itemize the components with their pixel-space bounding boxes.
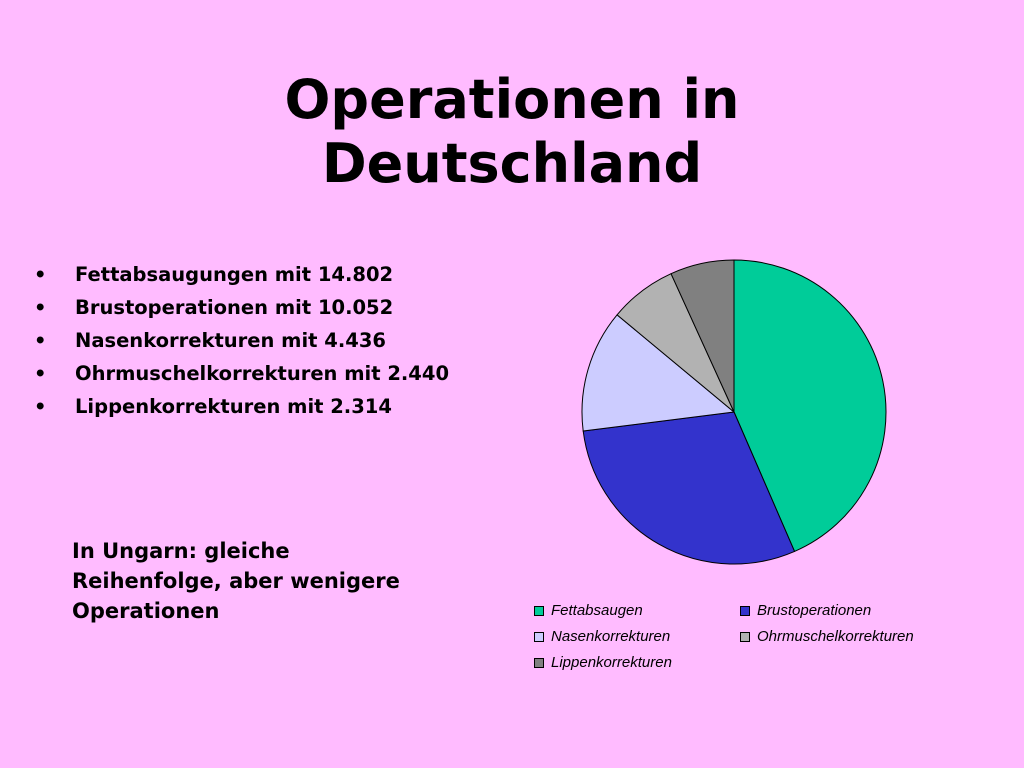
slide-title-line-2: Deutschland	[321, 132, 703, 195]
bullet-item-fettabsaugungen: • Fettabsaugungen mit 14.802	[34, 262, 454, 288]
legend-item-nasenkorrekturen: Nasenkorrekturen	[534, 628, 670, 645]
pie-slice-nasenkorrekturen	[581, 314, 735, 432]
pie-slice-brustoperationen	[582, 411, 796, 565]
bullet-item-nasenkorrekturen: • Nasenkorrekturen mit 4.436	[34, 328, 454, 354]
legend-item-brustoperationen: Brustoperationen	[740, 602, 871, 619]
legend-item-ohrmuschelkorrekturen: Ohrmuschelkorrekturen	[740, 628, 914, 645]
legend-item-lippenkorrekturen: Lippenkorrekturen	[534, 654, 672, 671]
pie-slice-lippenkorrekturen	[670, 259, 735, 413]
bullet-text: Fettabsaugungen mit 14.802	[75, 263, 394, 286]
legend-label: Brustoperationen	[757, 602, 872, 619]
bullet-item-brustoperationen: • Brustoperationen mit 10.052	[34, 295, 454, 321]
bullet-text: Brustoperationen mit 10.052	[75, 296, 394, 319]
legend-label: Fettabsaugen	[551, 602, 643, 619]
legend-item-fettabsaugen: Fettabsaugen	[534, 602, 643, 619]
legend-swatch	[740, 605, 750, 616]
legend-swatch	[534, 605, 544, 616]
bullet-text: Ohrmuschelkorrekturen mit 2.440	[75, 362, 450, 385]
legend-label: Lippenkorrekturen	[551, 654, 672, 671]
slide-title: Operationen in Deutschland	[0, 68, 1024, 196]
bullet-dot: •	[34, 395, 47, 418]
legend-swatch	[740, 631, 750, 642]
pie-slice-fettabsaugen	[733, 259, 887, 552]
bullet-dot: •	[34, 329, 47, 352]
legend-swatch	[534, 657, 544, 668]
pie-chart-svg	[581, 259, 887, 565]
slide-title-line-1: Operationen in	[284, 68, 740, 131]
legend-label: Nasenkorrekturen	[551, 628, 671, 645]
bullet-text: Lippenkorrekturen mit 2.314	[75, 395, 392, 418]
legend-label: Ohrmuschelkorrekturen	[757, 628, 914, 645]
bullet-item-ohrmuschelkorrekturen: • Ohrmuschelkorrekturen mit 2.440	[34, 361, 454, 387]
pie-chart	[575, 253, 893, 571]
bullet-text: Nasenkorrekturen mit 4.436	[75, 329, 386, 352]
bullet-dot: •	[34, 263, 47, 286]
legend-swatch	[534, 631, 544, 642]
bullet-dot: •	[34, 362, 47, 385]
bullet-item-lippenkorrekturen: • Lippenkorrekturen mit 2.314	[34, 394, 454, 420]
bullet-dot: •	[34, 296, 47, 319]
bullet-list: • Fettabsaugungen mit 14.802 • Brustoper…	[34, 262, 454, 427]
hungary-note: In Ungarn: gleiche Reihenfolge, aber wen…	[72, 539, 400, 623]
